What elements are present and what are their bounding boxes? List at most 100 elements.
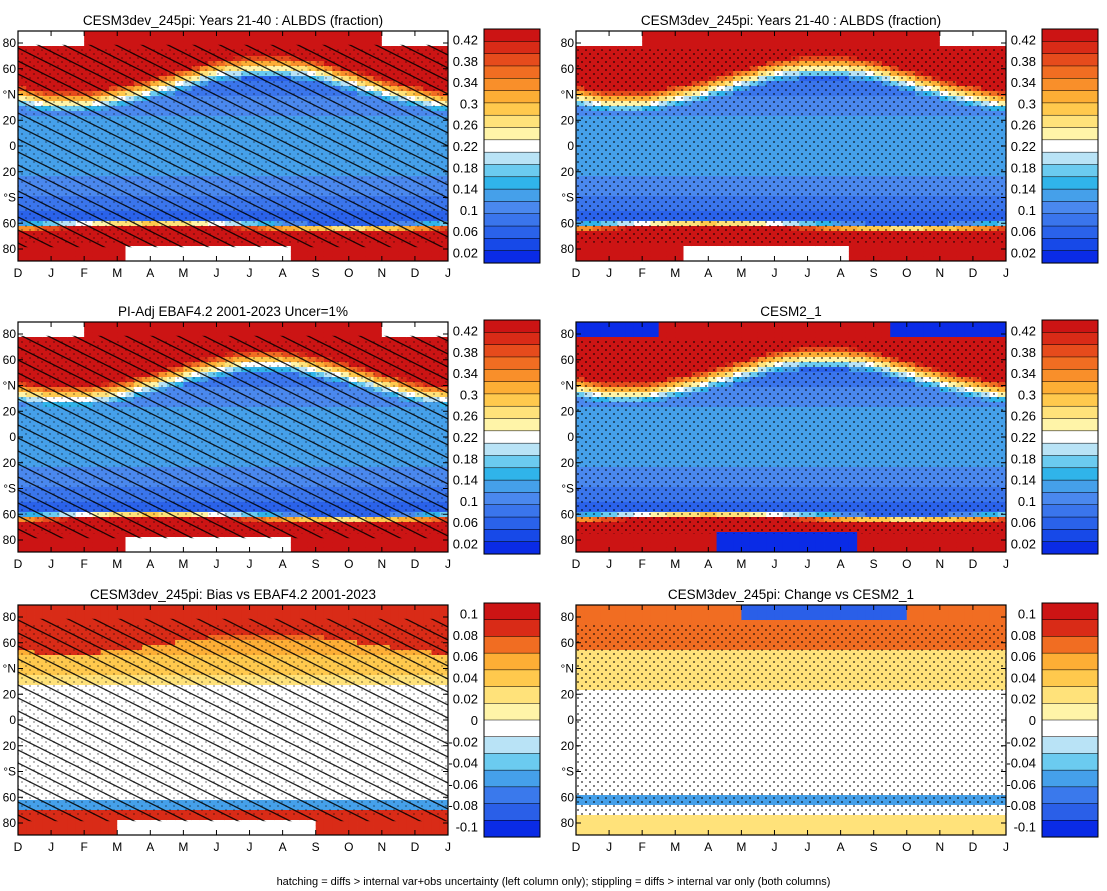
x-tick-label: A — [279, 266, 287, 280]
heatmap-cell — [923, 246, 932, 252]
heatmap-cell — [873, 36, 883, 42]
heatmap-cell — [824, 31, 833, 37]
heatmap-cell — [249, 256, 259, 262]
heatmap-cell — [766, 246, 775, 252]
heatmap-cell — [249, 36, 259, 42]
heatmap-cell — [307, 41, 317, 47]
heatmap-cell — [142, 246, 151, 252]
heatmap-cell — [34, 246, 44, 252]
heatmap-cell — [51, 246, 60, 252]
heatmap-cell — [216, 36, 226, 42]
heatmap-cell — [166, 31, 176, 37]
colorbar-label: 0.02 — [1011, 245, 1036, 260]
heatmap-cell — [898, 31, 908, 37]
x-tick-label: J — [805, 266, 811, 280]
heatmap-cell — [439, 41, 449, 47]
heatmap-cell — [708, 41, 717, 47]
heatmap-cell — [423, 41, 432, 47]
heatmap-cell — [749, 251, 759, 257]
heatmap-cell — [92, 256, 102, 262]
heatmap-cell — [650, 41, 660, 47]
heatmap-cell — [290, 31, 300, 37]
heatmap-cell — [749, 31, 759, 37]
y-tick-label: 60 — [3, 62, 17, 76]
heatmap-cell — [683, 36, 693, 42]
heatmap-cell — [92, 31, 102, 37]
heatmap-cell — [133, 251, 143, 257]
colorbar-swatch — [483, 164, 541, 178]
heatmap-cell — [108, 256, 118, 262]
heatmap-cell — [848, 251, 858, 257]
heatmap-cell — [26, 246, 35, 252]
heatmap-cell — [348, 31, 358, 37]
heatmap-cell — [981, 36, 990, 42]
heatmap-cell — [815, 31, 825, 37]
heatmap-cell — [832, 36, 842, 42]
heatmap-cell — [100, 36, 110, 42]
heatmap-cell — [633, 46, 643, 52]
heatmap-cell — [142, 36, 151, 42]
heatmap-cell — [274, 246, 284, 252]
heatmap-cell — [158, 31, 168, 37]
heatmap-cell — [890, 251, 899, 257]
heatmap-cell — [67, 251, 77, 257]
heatmap-cell — [633, 31, 643, 37]
heatmap-cell — [414, 246, 424, 252]
heatmap-cell — [700, 36, 709, 42]
heatmap-cell — [642, 246, 651, 252]
heatmap-cell — [42, 246, 52, 252]
heatmap-cell — [832, 251, 842, 257]
heatmap-cell — [981, 41, 990, 47]
x-tick-label: A — [837, 266, 845, 280]
heatmap-cell — [857, 251, 866, 257]
heatmap-cell — [848, 246, 858, 252]
heatmap-cell — [332, 36, 341, 42]
heatmap-cell — [592, 36, 602, 42]
heatmap-cell — [224, 41, 234, 47]
heatmap-cell — [972, 41, 982, 47]
heatmap-cell — [183, 36, 193, 42]
heatmap-cell — [782, 246, 792, 252]
heatmap-cell — [824, 41, 833, 47]
heatmap-cell — [398, 251, 408, 257]
heatmap-cell — [34, 41, 44, 47]
colorbar-swatch — [1041, 164, 1099, 178]
heatmap-cell — [584, 241, 593, 247]
heatmap-cell — [666, 246, 676, 252]
heatmap-cell — [898, 41, 908, 47]
heatmap-cell — [423, 246, 432, 252]
heatmap-cell — [981, 251, 990, 257]
heatmap-cell — [150, 31, 159, 37]
heatmap-cell — [208, 256, 217, 262]
heatmap-cell — [956, 246, 966, 252]
figure-canvas: CESM3dev_245pi: Years 21-40 : ALBDS (fra… — [3, 13, 1099, 854]
heatmap-cell — [390, 251, 399, 257]
hatching-overlay — [18, 44, 448, 248]
heatmap-cell — [981, 31, 990, 37]
heatmap-cell — [757, 31, 767, 37]
heatmap-cell — [956, 31, 966, 37]
heatmap-cell — [774, 41, 784, 47]
y-tick-label: 60 — [561, 62, 575, 76]
colorbar-swatch — [483, 238, 541, 252]
heatmap-cell — [666, 31, 676, 37]
x-tick-label: J — [213, 266, 219, 280]
heatmap-cell — [315, 246, 325, 252]
heatmap-cell — [774, 31, 784, 37]
heatmap-cell — [290, 246, 300, 252]
heatmap-cell — [233, 256, 242, 262]
heatmap-cell — [617, 251, 627, 257]
y-tick-label: 20 — [561, 113, 575, 127]
heatmap-cell — [857, 31, 866, 37]
colorbar-swatch — [1041, 78, 1099, 92]
heatmap-cell — [600, 46, 610, 52]
heatmap-cell — [633, 251, 643, 257]
heatmap-cell — [848, 36, 858, 42]
heatmap-cell — [117, 251, 126, 257]
heatmap-cell — [59, 256, 69, 262]
x-tick-label: M — [112, 266, 122, 280]
heatmap-cell — [741, 31, 751, 37]
heatmap-cell — [600, 251, 610, 257]
heatmap-cell — [881, 36, 891, 42]
